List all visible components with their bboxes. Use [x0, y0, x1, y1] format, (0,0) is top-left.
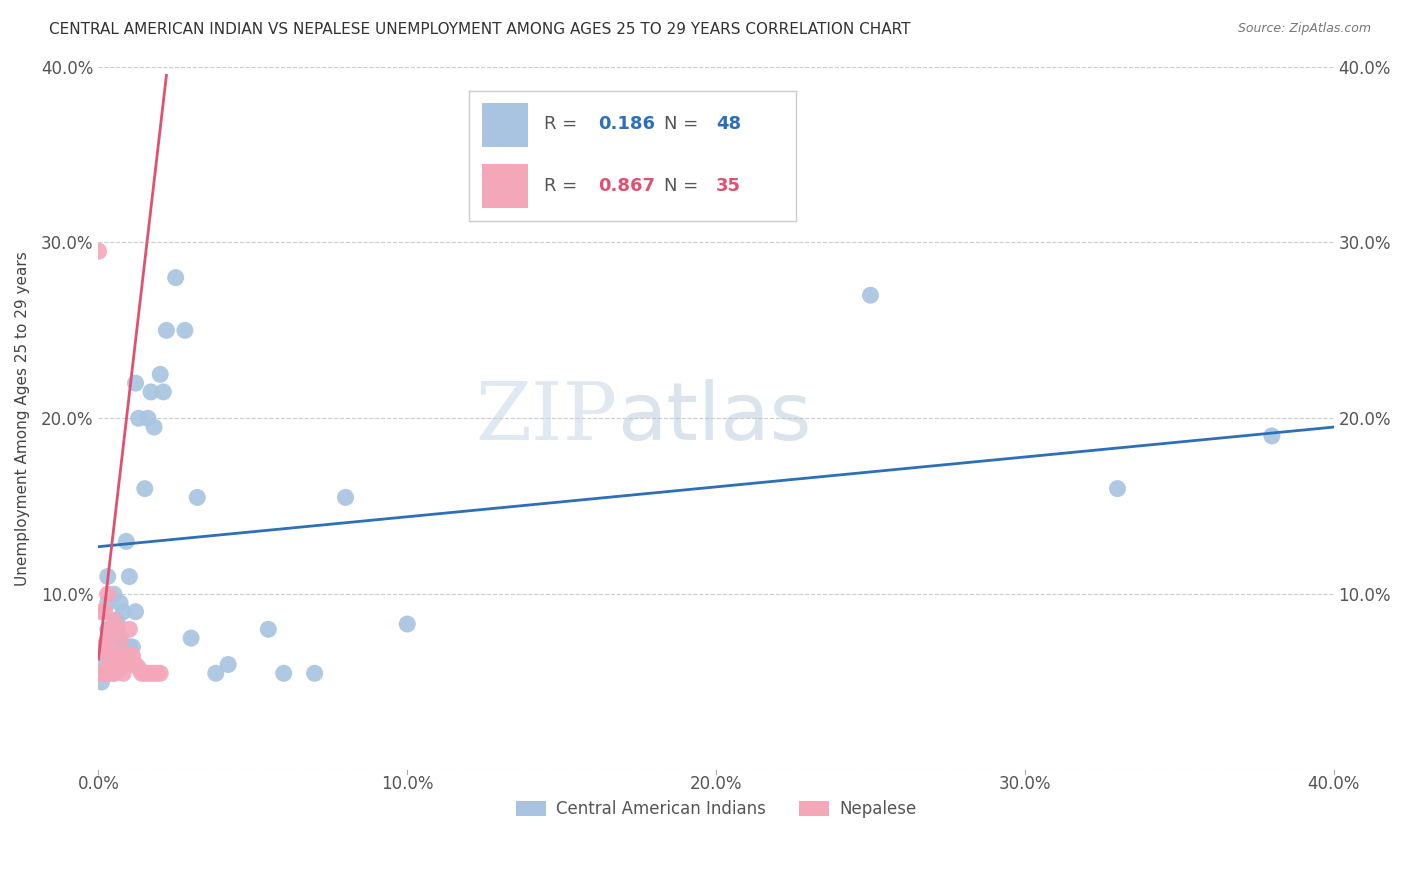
- Point: [118, 623, 141, 637]
- Text: CENTRAL AMERICAN INDIAN VS NEPALESE UNEMPLOYMENT AMONG AGES 25 TO 29 YEARS CORRE: CENTRAL AMERICAN INDIAN VS NEPALESE UNEM…: [49, 22, 911, 37]
- Point: [87, 244, 110, 259]
- Point: [100, 623, 122, 637]
- Point: [186, 491, 208, 505]
- Point: [103, 587, 125, 601]
- Point: [217, 657, 239, 672]
- Point: [112, 648, 135, 663]
- Point: [93, 666, 115, 681]
- Point: [97, 631, 120, 645]
- Point: [136, 411, 159, 425]
- Point: [139, 666, 162, 681]
- Point: [100, 657, 122, 672]
- Point: [103, 666, 125, 681]
- Point: [108, 631, 131, 645]
- Point: [115, 534, 138, 549]
- Point: [139, 384, 162, 399]
- Point: [103, 666, 125, 681]
- Point: [97, 623, 120, 637]
- Legend: Central American Indians, Nepalese: Central American Indians, Nepalese: [509, 794, 922, 825]
- Point: [93, 657, 115, 672]
- Point: [100, 631, 122, 645]
- Point: [97, 569, 120, 583]
- Point: [90, 675, 112, 690]
- Point: [100, 648, 122, 663]
- Point: [93, 640, 115, 654]
- Point: [149, 368, 172, 382]
- Point: [149, 666, 172, 681]
- Point: [112, 640, 135, 654]
- Point: [90, 605, 112, 619]
- Point: [108, 661, 131, 675]
- Point: [115, 657, 138, 672]
- Point: [97, 596, 120, 610]
- Point: [155, 323, 177, 337]
- Point: [100, 666, 122, 681]
- Point: [105, 657, 128, 672]
- Point: [128, 661, 150, 675]
- Point: [103, 614, 125, 628]
- Point: [93, 605, 115, 619]
- Point: [146, 666, 169, 681]
- Point: [165, 270, 187, 285]
- Point: [97, 666, 120, 681]
- Point: [304, 666, 326, 681]
- Point: [93, 640, 115, 654]
- Point: [134, 482, 156, 496]
- Point: [121, 648, 143, 663]
- Text: Source: ZipAtlas.com: Source: ZipAtlas.com: [1237, 22, 1371, 36]
- Point: [121, 640, 143, 654]
- Point: [174, 323, 197, 337]
- Point: [143, 420, 166, 434]
- Y-axis label: Unemployment Among Ages 25 to 29 years: Unemployment Among Ages 25 to 29 years: [15, 251, 30, 586]
- Point: [105, 648, 128, 663]
- Point: [105, 623, 128, 637]
- Point: [105, 614, 128, 628]
- Point: [112, 666, 135, 681]
- Point: [143, 666, 166, 681]
- Point: [335, 491, 357, 505]
- Point: [90, 666, 112, 681]
- Point: [1261, 429, 1284, 443]
- Point: [257, 623, 280, 637]
- Point: [124, 376, 146, 391]
- Point: [108, 596, 131, 610]
- Text: ZIP: ZIP: [475, 379, 617, 458]
- Point: [1107, 482, 1129, 496]
- Point: [103, 648, 125, 663]
- Point: [152, 384, 174, 399]
- Point: [124, 605, 146, 619]
- Point: [180, 631, 202, 645]
- Point: [103, 623, 125, 637]
- Point: [103, 648, 125, 663]
- Point: [97, 587, 120, 601]
- Point: [134, 666, 156, 681]
- Point: [108, 634, 131, 648]
- Point: [118, 648, 141, 663]
- Point: [118, 569, 141, 583]
- Point: [859, 288, 882, 302]
- Point: [118, 640, 141, 654]
- Point: [112, 605, 135, 619]
- Point: [90, 640, 112, 654]
- Point: [97, 648, 120, 663]
- Point: [115, 657, 138, 672]
- Point: [204, 666, 226, 681]
- Point: [136, 666, 159, 681]
- Text: atlas: atlas: [617, 379, 811, 458]
- Point: [396, 617, 419, 632]
- Point: [273, 666, 295, 681]
- Point: [128, 411, 150, 425]
- Point: [124, 657, 146, 672]
- Point: [131, 666, 153, 681]
